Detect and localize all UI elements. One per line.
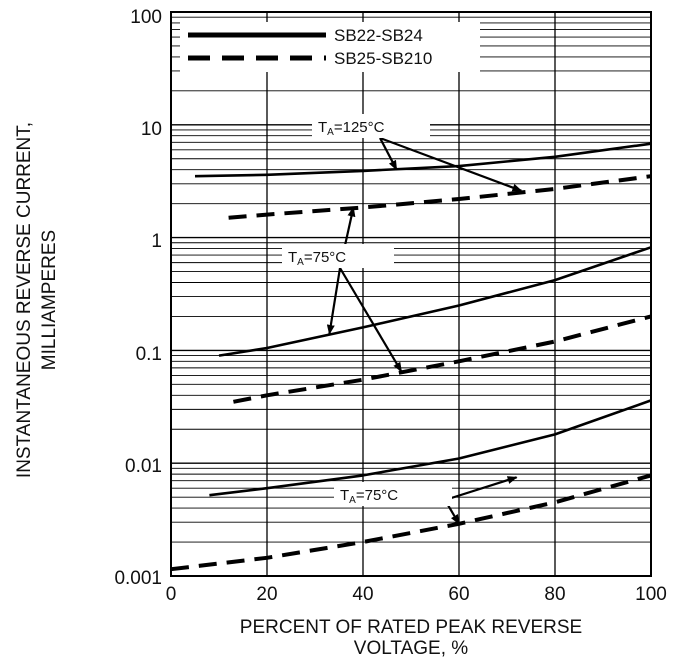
series-line-dashed xyxy=(228,174,652,220)
x-axis-label-line1: PERCENT OF RATED PEAK REVERSE xyxy=(240,617,582,638)
legend-label-solid: SB22-SB24 xyxy=(334,26,423,45)
annotation-arrow xyxy=(379,136,523,192)
annotation-label: TA=75°C xyxy=(340,487,398,506)
y-tick-label: 0.1 xyxy=(136,344,162,365)
series-line-solid xyxy=(194,142,652,178)
annotations: TA=125°C TA=75°C TA=75°C xyxy=(282,114,452,506)
y-tick-labels: 0.001 0.01 0.1 1 10 100 xyxy=(114,7,162,589)
x-tick-label: 40 xyxy=(352,584,373,605)
annotation-125c: TA=125°C xyxy=(312,114,430,138)
y-axis-label-line2: MILLIAMPERES xyxy=(39,230,60,370)
x-tick-labels: 0 20 40 60 80 100 xyxy=(166,584,667,605)
annotation-arrow xyxy=(339,267,403,373)
annotation-arrow xyxy=(326,267,342,335)
x-axis-label-line2: VOLTAGE, % xyxy=(354,638,468,659)
y-tick-label: 0.001 xyxy=(114,568,162,589)
annotation-arrows xyxy=(326,136,523,525)
series-line-dashed xyxy=(233,314,652,404)
x-tick-label: 100 xyxy=(635,584,667,605)
x-tick-label: 20 xyxy=(256,584,277,605)
axis-labels: PERCENT OF RATED PEAK REVERSE VOLTAGE, %… xyxy=(14,122,582,659)
annotation-label: TA=125°C xyxy=(318,119,385,138)
y-tick-label: 0.01 xyxy=(125,456,162,477)
legend-label-dashed: SB25-SB210 xyxy=(334,49,432,68)
legend-box xyxy=(180,22,480,72)
x-tick-label: 80 xyxy=(544,584,565,605)
annotation-arrow xyxy=(379,137,398,171)
y-axis-label-line1: INSTANTANEOUS REVERSE CURRENT, xyxy=(14,122,35,478)
legend: SB22-SB24 SB25-SB210 xyxy=(180,22,480,72)
series-line-dashed xyxy=(170,473,652,572)
x-tick-label: 0 xyxy=(166,584,177,605)
y-tick-label: 100 xyxy=(130,7,162,28)
annotation-arrow xyxy=(444,476,518,502)
plot-frame xyxy=(170,11,652,577)
series-line-solid xyxy=(209,399,652,497)
x-tick-label: 60 xyxy=(448,584,469,605)
series-line-solid xyxy=(218,246,652,357)
series-layer xyxy=(170,142,652,572)
annotation-75c-upper: TA=75°C xyxy=(282,244,394,268)
y-tick-label: 10 xyxy=(141,119,162,140)
annotation-label: TA=75°C xyxy=(288,249,346,268)
y-tick-label: 1 xyxy=(151,231,162,252)
annotation-75c-lower: TA=75°C xyxy=(334,482,452,506)
